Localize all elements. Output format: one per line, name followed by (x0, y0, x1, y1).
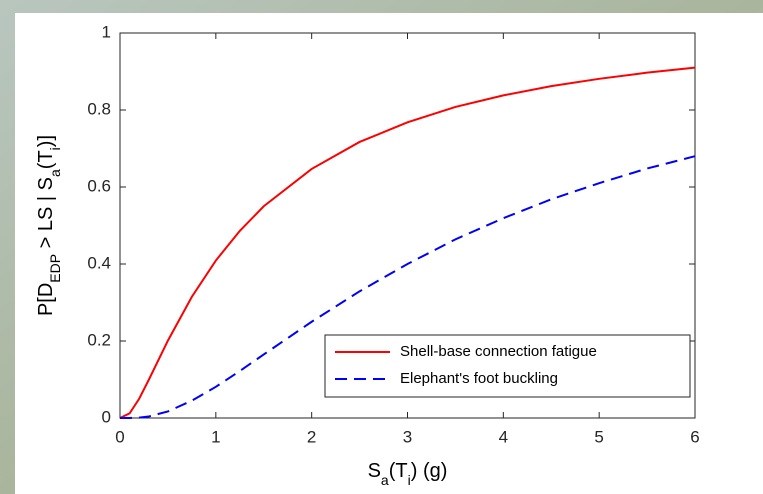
axis-label-part: )] (35, 135, 57, 147)
y-tick-label: 0.6 (87, 176, 111, 195)
x-tick-label: 4 (499, 427, 508, 446)
axis-label-part: i (408, 472, 411, 488)
axis-label-part: (T (35, 150, 57, 169)
y-tick-label: 0.8 (87, 99, 111, 118)
x-tick-label: 1 (211, 427, 220, 446)
axis-label-part: > LS | S (35, 177, 57, 254)
legend-label: Elephant's foot buckling (400, 370, 558, 387)
axis-label-part: (T (389, 460, 408, 482)
axis-label: P[DEDP > LS | Sa(Ti)] (35, 135, 63, 316)
axis-label-part: P[D (35, 283, 57, 316)
x-tick-label: 0 (115, 427, 124, 446)
y-tick-label: 0.4 (87, 253, 111, 272)
y-tick-label: 0.2 (87, 330, 111, 349)
y-tick-label: 1 (102, 22, 111, 41)
axis-label-part: S (368, 460, 381, 482)
axis-label-part: i (47, 147, 63, 150)
legend-label: Shell-base connection fatigue (400, 343, 597, 360)
series-line (119, 66, 696, 419)
x-tick-label: 3 (403, 427, 412, 446)
axis-label-part: a (381, 472, 389, 488)
axis-label-part: ) (g) (411, 460, 448, 482)
x-tick-label: 2 (307, 427, 316, 446)
figure (15, 13, 763, 494)
y-tick-label: 0 (102, 407, 111, 426)
x-tick-label: 6 (690, 427, 699, 446)
x-tick-label: 5 (594, 427, 603, 446)
axis-label: Sa(Ti) (g) (368, 460, 448, 488)
axis-label-part: EDP (47, 254, 63, 283)
series-line (120, 155, 696, 419)
legend-box (324, 334, 691, 398)
axis-label-part: a (47, 169, 63, 177)
